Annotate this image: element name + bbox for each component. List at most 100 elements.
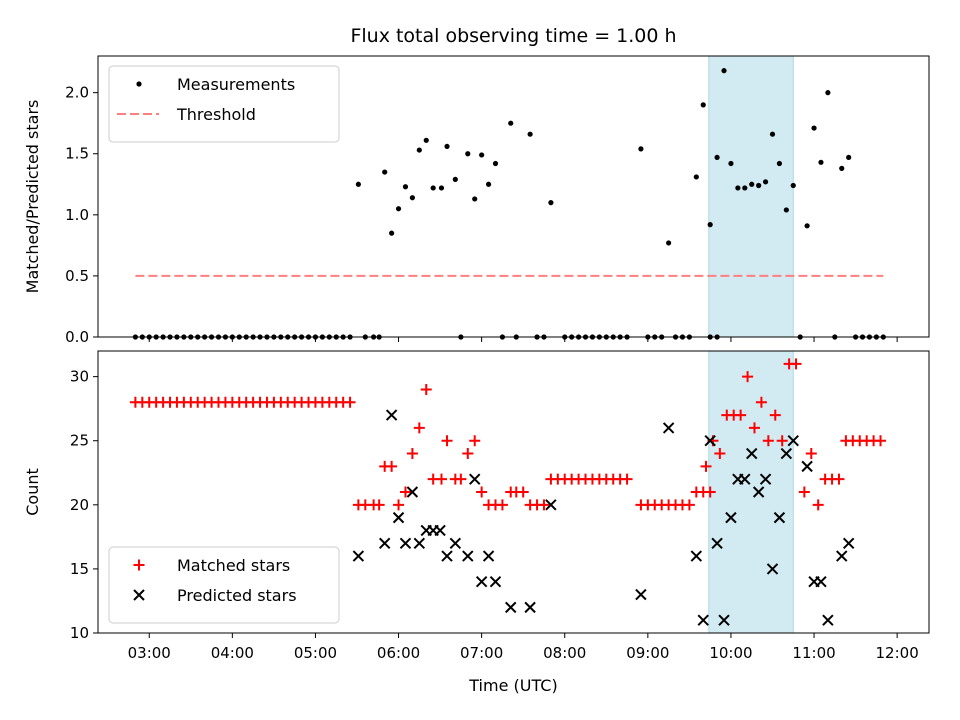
data-point bbox=[416, 147, 422, 153]
data-point bbox=[430, 185, 436, 191]
data-point bbox=[469, 473, 481, 485]
data-point bbox=[406, 486, 419, 498]
legend-label: Threshold bbox=[176, 105, 256, 124]
data-point bbox=[393, 499, 405, 511]
data-point bbox=[399, 537, 412, 549]
x-tick-label: 06:00 bbox=[377, 644, 420, 662]
x-tick-label: 11:00 bbox=[792, 644, 835, 662]
data-point bbox=[783, 207, 789, 213]
data-point bbox=[707, 222, 713, 228]
y-tick-label: 10 bbox=[70, 624, 89, 642]
data-point bbox=[485, 181, 492, 187]
data-point bbox=[524, 601, 536, 614]
data-point bbox=[505, 601, 517, 614]
data-point bbox=[846, 154, 852, 161]
data-point bbox=[773, 511, 786, 524]
data-point bbox=[492, 160, 499, 167]
y-tick-label: 20 bbox=[70, 496, 89, 514]
data-point bbox=[666, 240, 672, 246]
data-point bbox=[635, 588, 647, 601]
axes-frame bbox=[97, 350, 930, 634]
data-point bbox=[776, 160, 783, 167]
top-panel: 0.0 0.5 1.0 1.5 2.0 Flux total observing time… bbox=[23, 25, 930, 346]
data-point bbox=[700, 102, 706, 108]
y-tick-label: 2.0 bbox=[65, 84, 89, 102]
data-point bbox=[476, 486, 488, 498]
data-point bbox=[721, 68, 727, 74]
data-point bbox=[718, 614, 730, 626]
data-point bbox=[382, 169, 388, 175]
data-point bbox=[875, 435, 887, 447]
data-point bbox=[527, 131, 533, 137]
data-point bbox=[822, 614, 834, 626]
data-point bbox=[402, 184, 409, 190]
y-tick-label: 25 bbox=[70, 432, 89, 450]
y-tick-label: 30 bbox=[70, 368, 89, 386]
series-measurements bbox=[132, 68, 886, 340]
data-point bbox=[683, 499, 695, 511]
legend-box bbox=[108, 65, 340, 143]
data-point bbox=[787, 435, 799, 447]
data-point bbox=[441, 550, 453, 562]
data-point bbox=[839, 165, 845, 171]
data-point bbox=[662, 422, 675, 434]
data-point bbox=[462, 448, 474, 460]
y-tick-label: 15 bbox=[70, 560, 89, 578]
data-point bbox=[742, 185, 748, 191]
data-point bbox=[389, 230, 395, 236]
data-point bbox=[423, 137, 429, 143]
x-tick-label: 05:00 bbox=[294, 644, 337, 662]
data-point bbox=[472, 196, 478, 202]
legend-marker-dot bbox=[136, 81, 142, 87]
data-point bbox=[752, 486, 765, 498]
data-point bbox=[704, 486, 716, 498]
data-point bbox=[704, 435, 716, 447]
data-point bbox=[413, 537, 426, 549]
data-point bbox=[766, 563, 779, 575]
highlight-span bbox=[708, 350, 794, 634]
data-point bbox=[742, 371, 754, 383]
data-point bbox=[815, 576, 827, 588]
data-point bbox=[735, 409, 747, 421]
data-point bbox=[496, 499, 508, 511]
data-point bbox=[769, 409, 781, 421]
y-tick-label: 0.0 bbox=[65, 328, 89, 346]
data-point bbox=[790, 182, 796, 189]
x-tick-label: 03:00 bbox=[128, 644, 171, 662]
legend-label: Matched stars bbox=[177, 556, 290, 575]
data-point bbox=[728, 160, 734, 167]
data-point bbox=[378, 537, 391, 549]
data-point bbox=[842, 537, 855, 549]
data-point bbox=[714, 154, 720, 161]
data-point bbox=[762, 179, 769, 185]
data-point bbox=[482, 550, 495, 562]
data-point bbox=[479, 152, 485, 158]
data-point bbox=[805, 448, 817, 460]
legend-marker-x bbox=[133, 589, 145, 601]
data-point bbox=[798, 486, 810, 498]
data-point bbox=[475, 576, 488, 588]
data-point bbox=[548, 200, 554, 206]
data-point bbox=[714, 448, 726, 460]
data-point bbox=[693, 174, 699, 180]
data-point bbox=[409, 195, 415, 201]
data-point bbox=[759, 473, 772, 485]
x-tick-label: 12:00 bbox=[876, 644, 919, 662]
data-point bbox=[749, 181, 755, 187]
data-point bbox=[769, 131, 776, 137]
data-point bbox=[344, 396, 356, 408]
legend: Matched stars Predicted stars bbox=[108, 546, 340, 624]
series-matched-stars bbox=[129, 358, 887, 511]
data-point bbox=[756, 182, 762, 189]
data-point bbox=[746, 447, 758, 460]
data-point bbox=[413, 422, 425, 434]
data-point bbox=[438, 185, 445, 191]
data-point bbox=[755, 396, 767, 408]
data-point bbox=[434, 524, 446, 537]
y-axis-label: Count bbox=[23, 468, 42, 516]
data-point bbox=[420, 383, 432, 395]
data-point bbox=[711, 537, 723, 549]
legend: Measurements Threshold bbox=[108, 65, 340, 143]
data-point bbox=[825, 90, 831, 96]
